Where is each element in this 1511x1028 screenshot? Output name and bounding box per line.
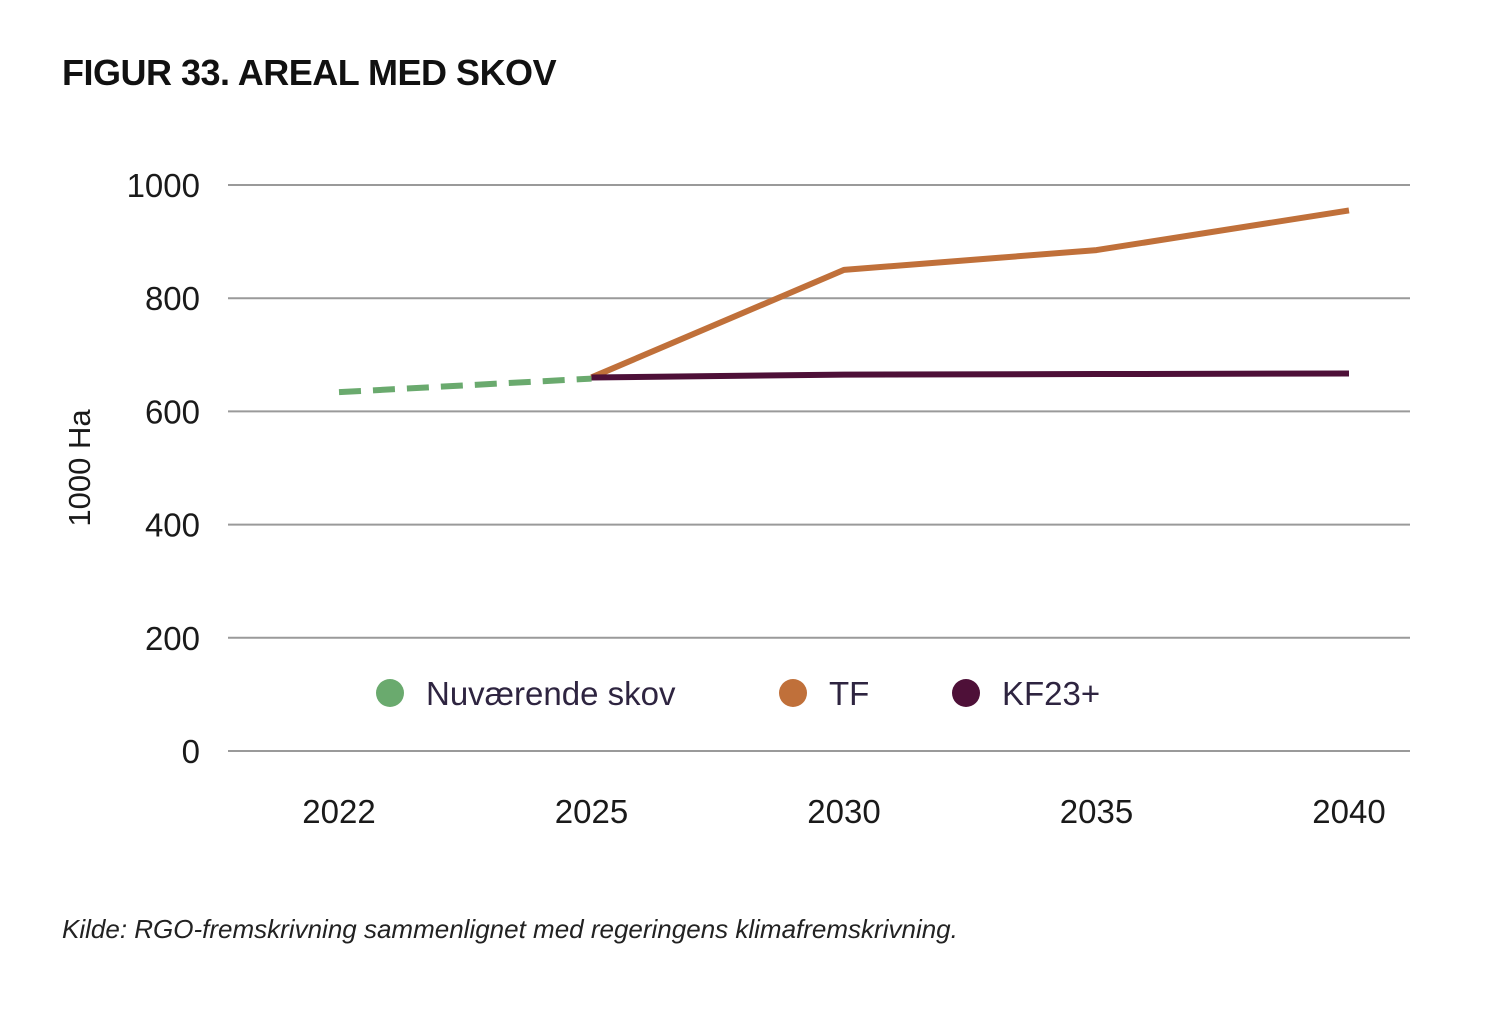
x-tick-label: 2022 bbox=[302, 793, 375, 830]
chart-title: FIGUR 33. AREAL MED SKOV bbox=[62, 52, 557, 93]
y-axis-ticks: 0 200 400 600 800 1000 bbox=[127, 167, 200, 770]
legend: Nuværende skov TF KF23+ bbox=[376, 675, 1100, 712]
legend-label: KF23+ bbox=[1002, 675, 1100, 712]
y-tick-label: 200 bbox=[145, 620, 200, 657]
y-tick-label: 800 bbox=[145, 280, 200, 317]
legend-marker-1 bbox=[779, 679, 807, 707]
x-tick-label: 2040 bbox=[1312, 793, 1385, 830]
series-lines bbox=[338, 207, 1350, 396]
source-note: Kilde: RGO-fremskrivning sammenlignet me… bbox=[62, 914, 958, 944]
x-tick-label: 2030 bbox=[807, 793, 880, 830]
grid-lines bbox=[228, 184, 1410, 752]
x-axis-ticks: 2022 2025 2030 2035 2040 bbox=[302, 793, 1385, 830]
legend-label: TF bbox=[829, 675, 869, 712]
legend-marker-2 bbox=[952, 679, 980, 707]
x-tick-label: 2025 bbox=[555, 793, 628, 830]
y-tick-label: 400 bbox=[145, 507, 200, 544]
series-line-1 bbox=[590, 207, 1350, 381]
series-line-2 bbox=[591, 370, 1350, 381]
y-tick-label: 600 bbox=[145, 393, 200, 430]
x-tick-label: 2035 bbox=[1060, 793, 1133, 830]
y-tick-label: 1000 bbox=[127, 167, 200, 204]
y-axis-label: 1000 Ha bbox=[62, 409, 97, 527]
y-tick-label: 0 bbox=[182, 733, 200, 770]
legend-label: Nuværende skov bbox=[426, 675, 676, 712]
legend-marker-0 bbox=[376, 679, 404, 707]
series-line-0 bbox=[338, 375, 592, 396]
